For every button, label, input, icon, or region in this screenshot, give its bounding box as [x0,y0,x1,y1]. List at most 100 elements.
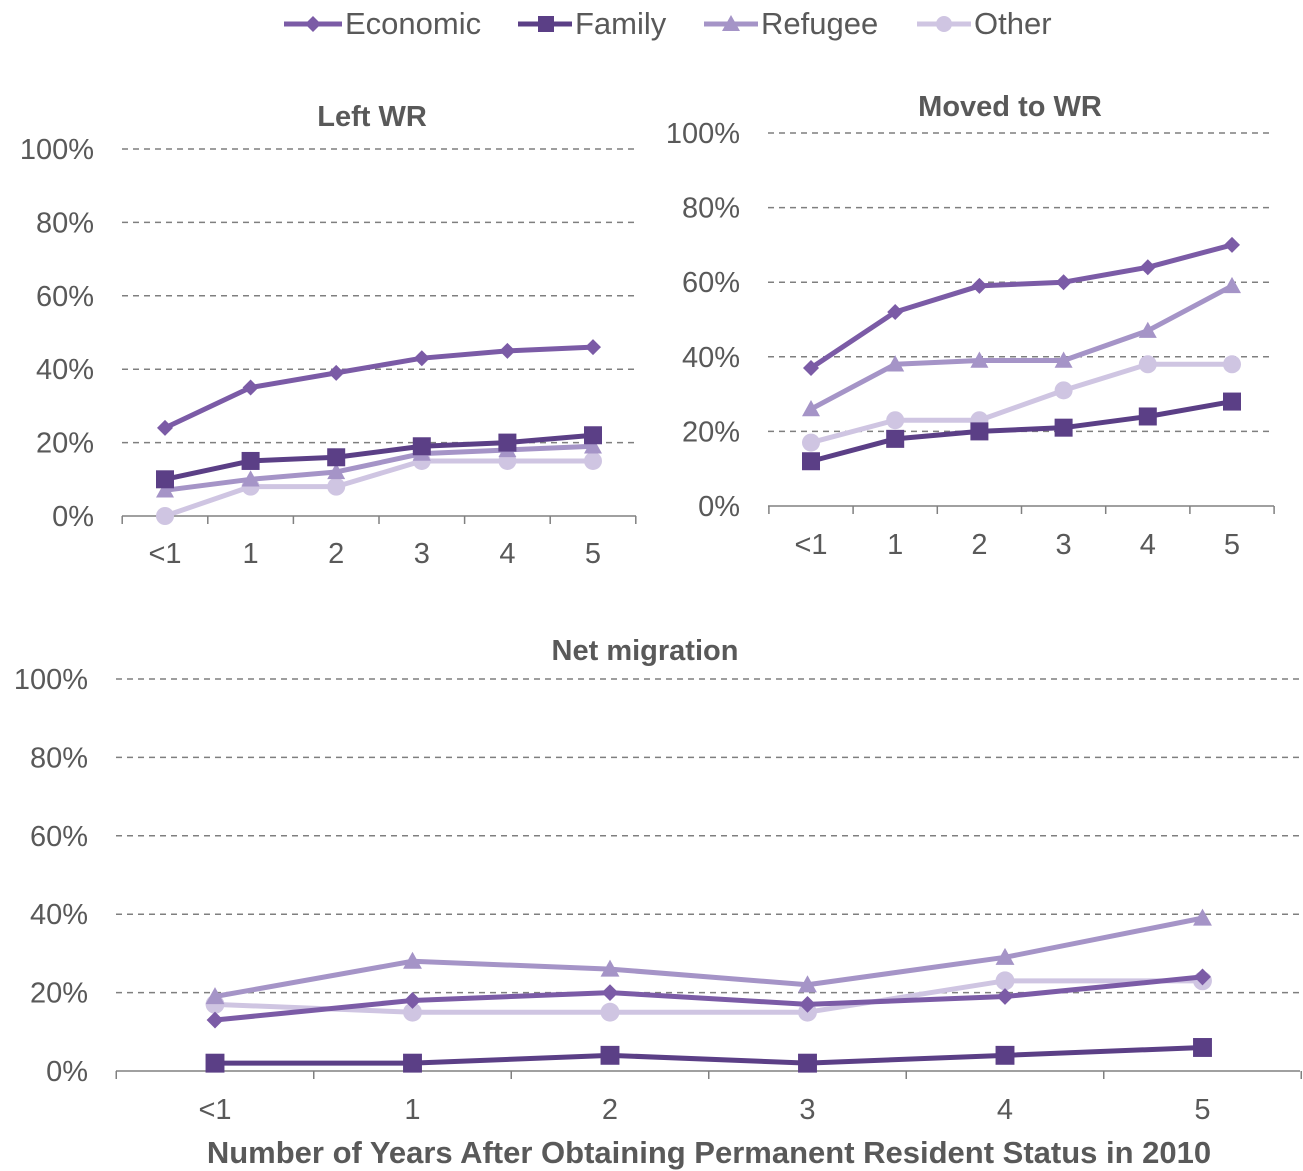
point-other [802,433,820,452]
point-refugee [327,462,346,480]
point-economic [328,364,345,381]
point-family [403,1053,422,1073]
point-refugee [970,351,989,368]
y-tick-label: 20% [36,428,94,460]
point-family [412,437,431,456]
series-line-other [164,458,593,519]
series-line-family [164,432,594,482]
series-family [205,1038,1212,1073]
series-line-other [810,361,1232,446]
point-economic [499,342,516,359]
chart-left-wr: Left WR 0% 20% 40% 60% 80% 100% <1 1 2 3 4 5 [20,101,637,570]
point-family [1138,407,1157,426]
series-line-refugee [214,915,1203,999]
series-other [802,355,1241,452]
x-tick-label: <1 [198,1094,231,1126]
y-tick-label: 60% [682,267,740,299]
point-refugee [584,437,602,454]
x-tick-label: 1 [404,1094,420,1126]
point-refugee [995,947,1015,965]
point-refugee [1138,321,1157,338]
series-family [802,392,1241,471]
point-other [1223,355,1241,374]
series-line-other [214,978,1203,1015]
series-line-economic [163,344,594,431]
chart-title-net-migration: Net migration [552,635,739,667]
point-refugee [802,400,820,417]
point-economic [413,350,430,367]
series-family [156,426,602,489]
circle-marker-icon [917,16,971,32]
legend-item-other: Other [915,4,1052,44]
series-economic [803,236,1240,376]
series-line-refugee [809,283,1234,412]
legend-item-economic: Economic [282,4,481,44]
point-other [600,1002,620,1022]
point-family [886,429,905,448]
point-family [995,1045,1015,1065]
x-tick-label: 1 [243,538,259,570]
x-tick-label: <1 [794,529,827,561]
y-tick-label: 0% [698,491,740,523]
chart-net-migration: Net migration 0% 20% 40% 60% 80% 100% <1 1 2 3 4 5 [14,635,1302,1126]
series-line-economic [214,974,1203,1023]
point-other [156,507,174,525]
point-other [584,451,602,470]
x-tick-label: 4 [499,538,515,570]
point-other [403,1002,422,1022]
x-tick-label: 5 [1224,529,1240,561]
point-family [1054,418,1073,437]
point-family [1193,1038,1212,1057]
x-tick-label: 5 [585,538,601,570]
y-tick-label: 0% [46,1056,88,1088]
point-refugee [886,355,905,372]
legend-label-family: Family [575,6,667,41]
point-economic [157,419,173,436]
y-tick-label: 40% [30,899,88,931]
series-line-family [215,1044,1203,1066]
legend: Economic Family Refugee Other [0,0,1303,50]
series-other [156,451,602,525]
x-tick-label: <1 [148,538,181,570]
point-family [970,422,989,441]
series-refugee [802,276,1241,417]
point-economic [206,1011,224,1029]
point-economic [1139,259,1156,276]
point-family [498,433,517,452]
y-tick-label: 80% [682,193,740,225]
y-tick-label: 80% [30,742,88,774]
point-economic [1194,968,1211,986]
y-tick-label: 80% [36,207,94,239]
point-other [327,477,346,496]
point-refugee [600,959,620,977]
y-tick-label: 100% [20,134,94,166]
y-tick-label: 100% [14,664,88,696]
point-family [798,1053,817,1073]
point-refugee [403,951,422,969]
chart-moved-to-wr: Moved to WR 0% 20% 40% 60% 80% 100% <1 1 2 3 4 5 [666,91,1275,561]
x-tick-label: 2 [328,538,344,570]
x-tick-label: 4 [1140,529,1156,561]
point-economic [242,379,259,396]
point-family [1223,392,1241,411]
y-tick-label: 60% [30,821,88,853]
triangle-marker-icon [704,15,758,31]
point-other [1054,381,1073,400]
point-economic [799,995,816,1013]
y-tick-label: 20% [682,416,740,448]
point-economic [1224,236,1240,253]
series-refugee [205,908,1212,1005]
y-tick-label: 60% [36,281,94,313]
series-line-refugee [164,443,594,493]
point-family [584,426,602,445]
x-tick-label: 1 [887,529,903,561]
point-economic [404,992,421,1009]
point-refugee [241,470,260,487]
x-tick-label: 3 [799,1094,815,1126]
diamond-marker-icon [284,16,342,32]
point-economic [996,988,1014,1005]
point-economic [803,359,819,376]
x-tick-label: 3 [414,538,430,570]
point-refugee [1193,908,1212,926]
